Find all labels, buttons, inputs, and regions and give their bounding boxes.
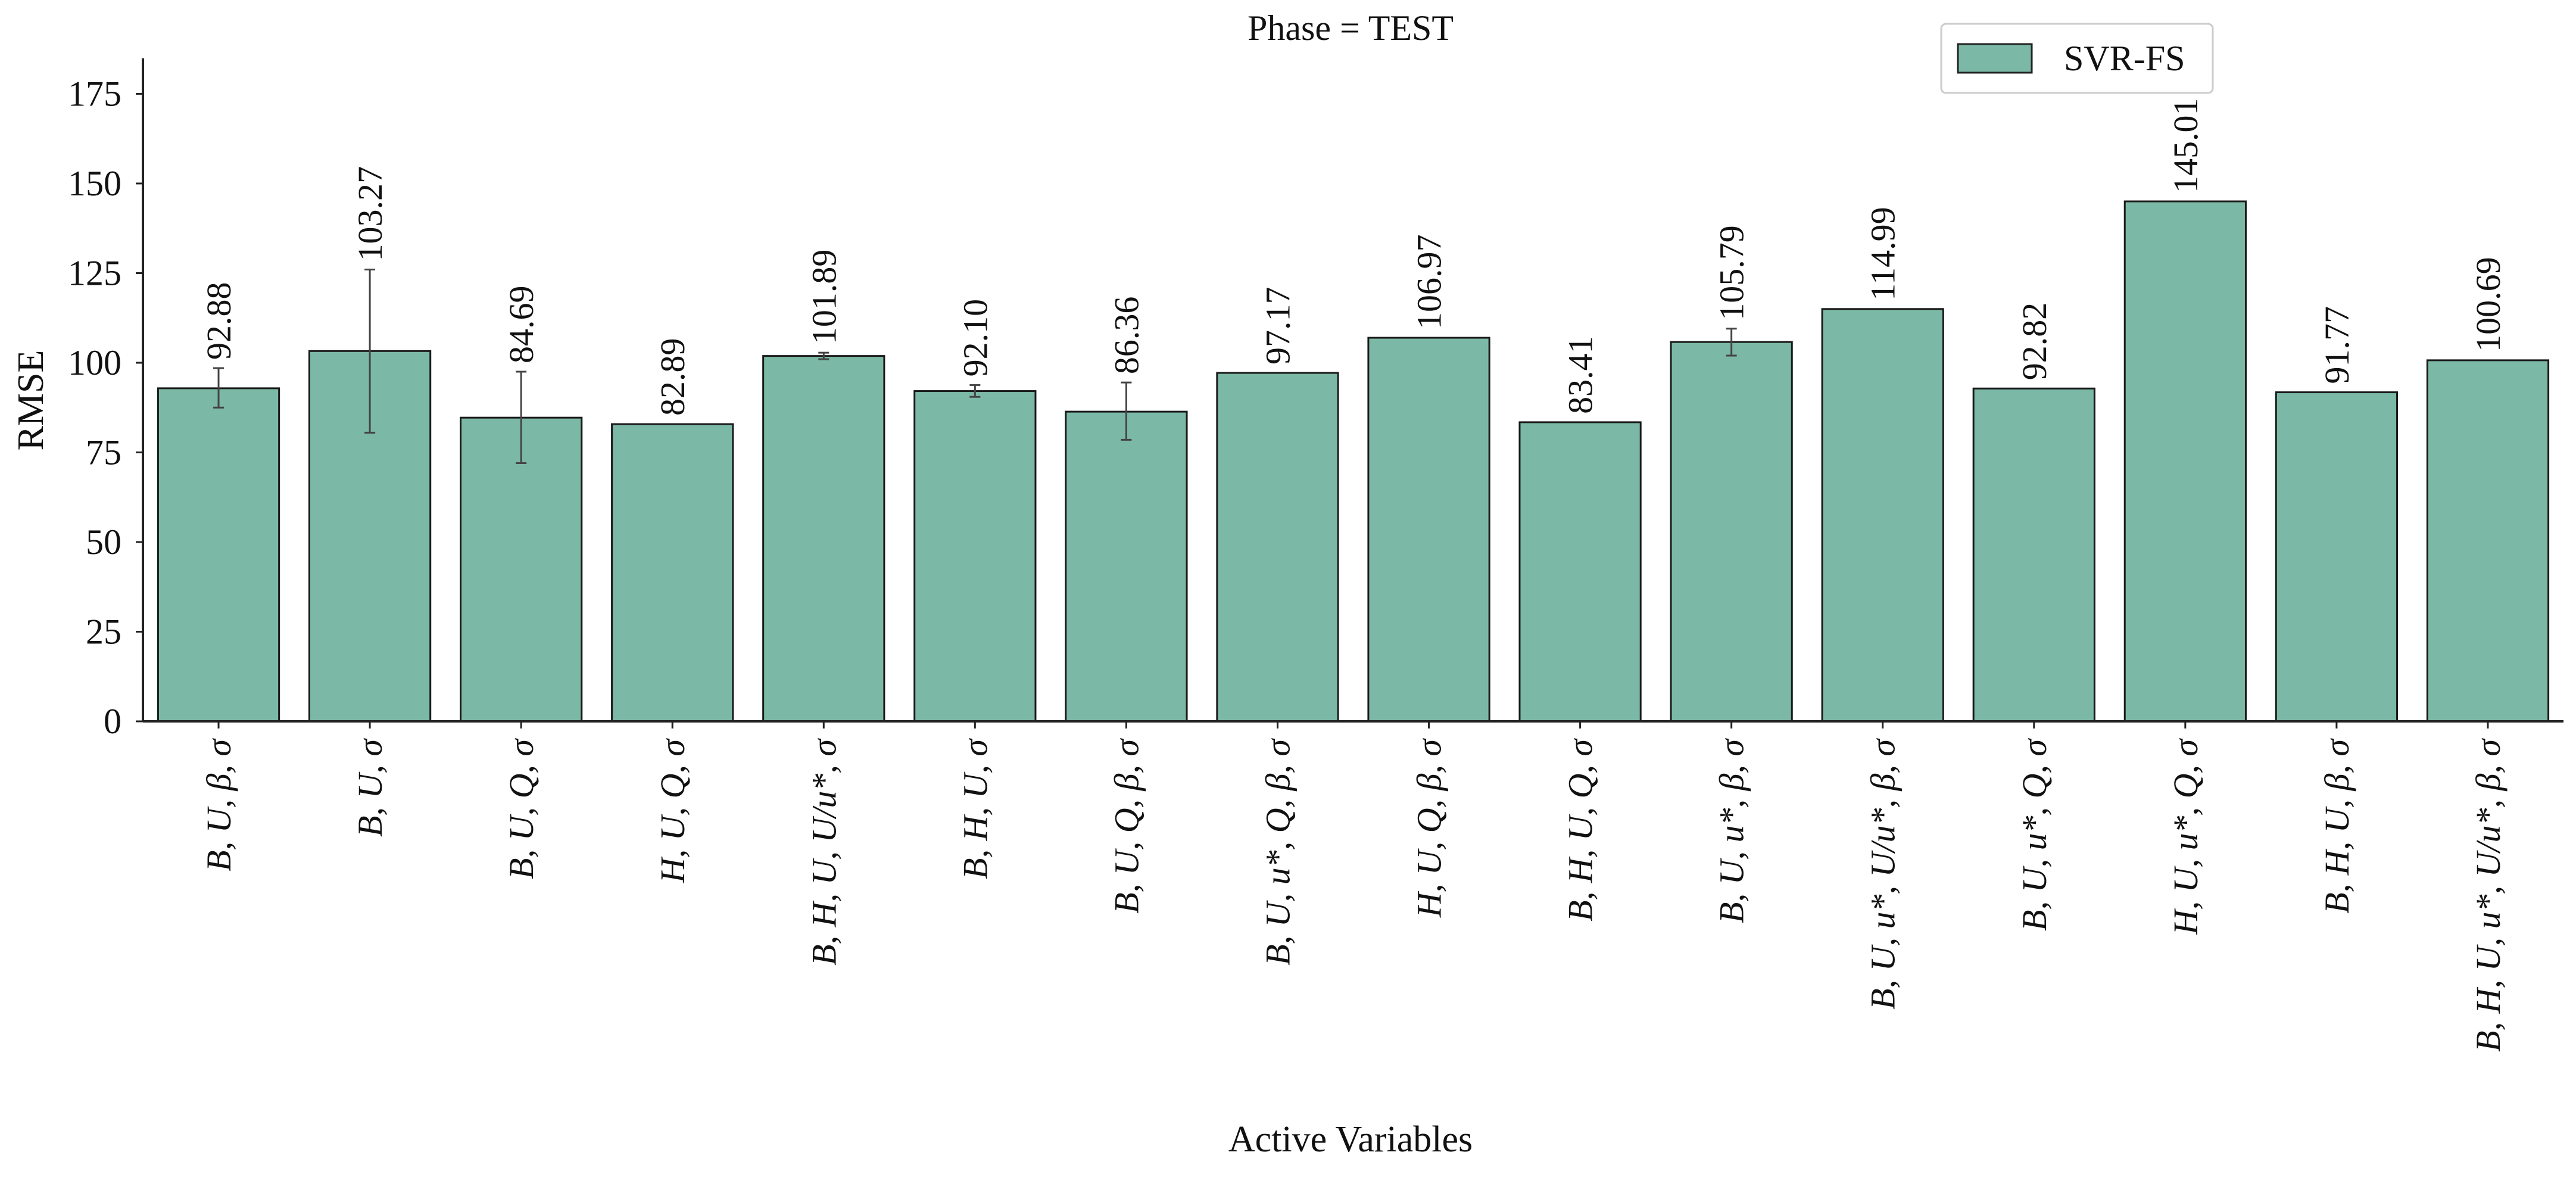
y-tick-label: 125 [68, 254, 121, 293]
bar [2275, 391, 2399, 723]
bar-value-label: 105.79 [1713, 225, 1751, 320]
legend-swatch [1957, 43, 2033, 74]
bars-layer: 92.88 103.27 84.69 82.89 101.89 92.10 86.36 97.… [157, 98, 2550, 723]
bar [1670, 341, 1793, 723]
bar-value-label: 86.36 [1107, 297, 1146, 375]
bar [762, 355, 885, 723]
bar [913, 390, 1037, 723]
y-tick-label: 0 [104, 702, 121, 741]
bar [1518, 421, 1642, 723]
x-axis-label: Active Variables [1228, 1119, 1473, 1160]
x-category-label: B, U, u*, Q, β, σ [1258, 738, 1297, 966]
y-tick-label: 175 [68, 74, 121, 114]
bar-value-label: 91.77 [2318, 306, 2356, 384]
bar-value-label: 100.69 [2469, 257, 2508, 352]
y-tick-label: 75 [86, 433, 121, 472]
bar [1065, 410, 1188, 723]
bar-value-label: 97.17 [1258, 287, 1297, 365]
y-tick-label: 100 [68, 343, 121, 382]
y-axis-label: RMSE [11, 350, 51, 451]
bar-value-label: 92.10 [956, 299, 994, 377]
chart-title: Phase = TEST [1248, 8, 1454, 48]
bar [1367, 337, 1490, 723]
bar-value-label: 84.69 [502, 286, 541, 364]
legend-label: SVR-FS [2064, 39, 2185, 78]
bar-value-label: 92.88 [199, 282, 238, 360]
bar [2123, 200, 2247, 723]
x-category-label: B, H, U, σ [956, 738, 994, 879]
x-category-labels: B, U, β, σ B, U, σ B, U, Q, σ H, U, Q, σ B, … [199, 721, 2508, 1052]
x-category-label: B, H, U, U/u*, σ [804, 738, 843, 966]
x-category-label: B, U, u*, U/u*, β, σ [1864, 738, 1903, 1010]
x-category-label: B, U, Q, σ [502, 738, 541, 879]
bar [157, 387, 280, 723]
x-category-label: B, U, u*, Q, σ [2015, 738, 2054, 931]
bar [611, 423, 734, 723]
x-category-label: H, U, u*, Q, σ [2166, 738, 2205, 936]
x-category-label: H, U, Q, σ [653, 738, 692, 884]
x-category-label: B, U, u*, β, σ [1713, 738, 1751, 923]
bar-value-label: 106.97 [1410, 235, 1449, 330]
bar-value-label: 114.99 [1864, 207, 1903, 300]
x-category-label: B, U, Q, β, σ [1107, 738, 1146, 914]
legend: SVR-FS [1940, 23, 2214, 94]
bar [460, 416, 583, 723]
x-category-label: B, U, β, σ [199, 738, 238, 871]
bar-value-label: 92.82 [2015, 303, 2054, 381]
bar [1821, 308, 1944, 723]
y-tick-label: 150 [68, 164, 121, 203]
bar-value-label: 82.89 [653, 338, 692, 416]
bar [1972, 387, 2095, 723]
y-ticks: 0 25 50 75 100 125 150 175 [68, 74, 143, 741]
bar-value-label: 101.89 [804, 250, 843, 345]
bar-value-label: 145.01 [2166, 98, 2205, 194]
legend-box [1940, 23, 2214, 94]
y-tick-label: 50 [86, 522, 121, 562]
x-category-label: H, U, Q, β, σ [1410, 738, 1449, 919]
x-category-label: B, U, σ [351, 738, 389, 837]
bar-value-label: 83.41 [1561, 336, 1600, 414]
bar [2426, 359, 2550, 723]
bar-value-label: 103.27 [351, 166, 389, 261]
x-category-label: B, H, U, u*, U/u*, β, σ [2469, 738, 2508, 1052]
x-category-label: B, H, U, Q, σ [1561, 738, 1600, 921]
bar [1216, 372, 1339, 723]
y-tick-label: 25 [86, 612, 121, 652]
axes-layer [142, 58, 2563, 723]
x-category-label: B, H, U, β, σ [2318, 738, 2356, 914]
